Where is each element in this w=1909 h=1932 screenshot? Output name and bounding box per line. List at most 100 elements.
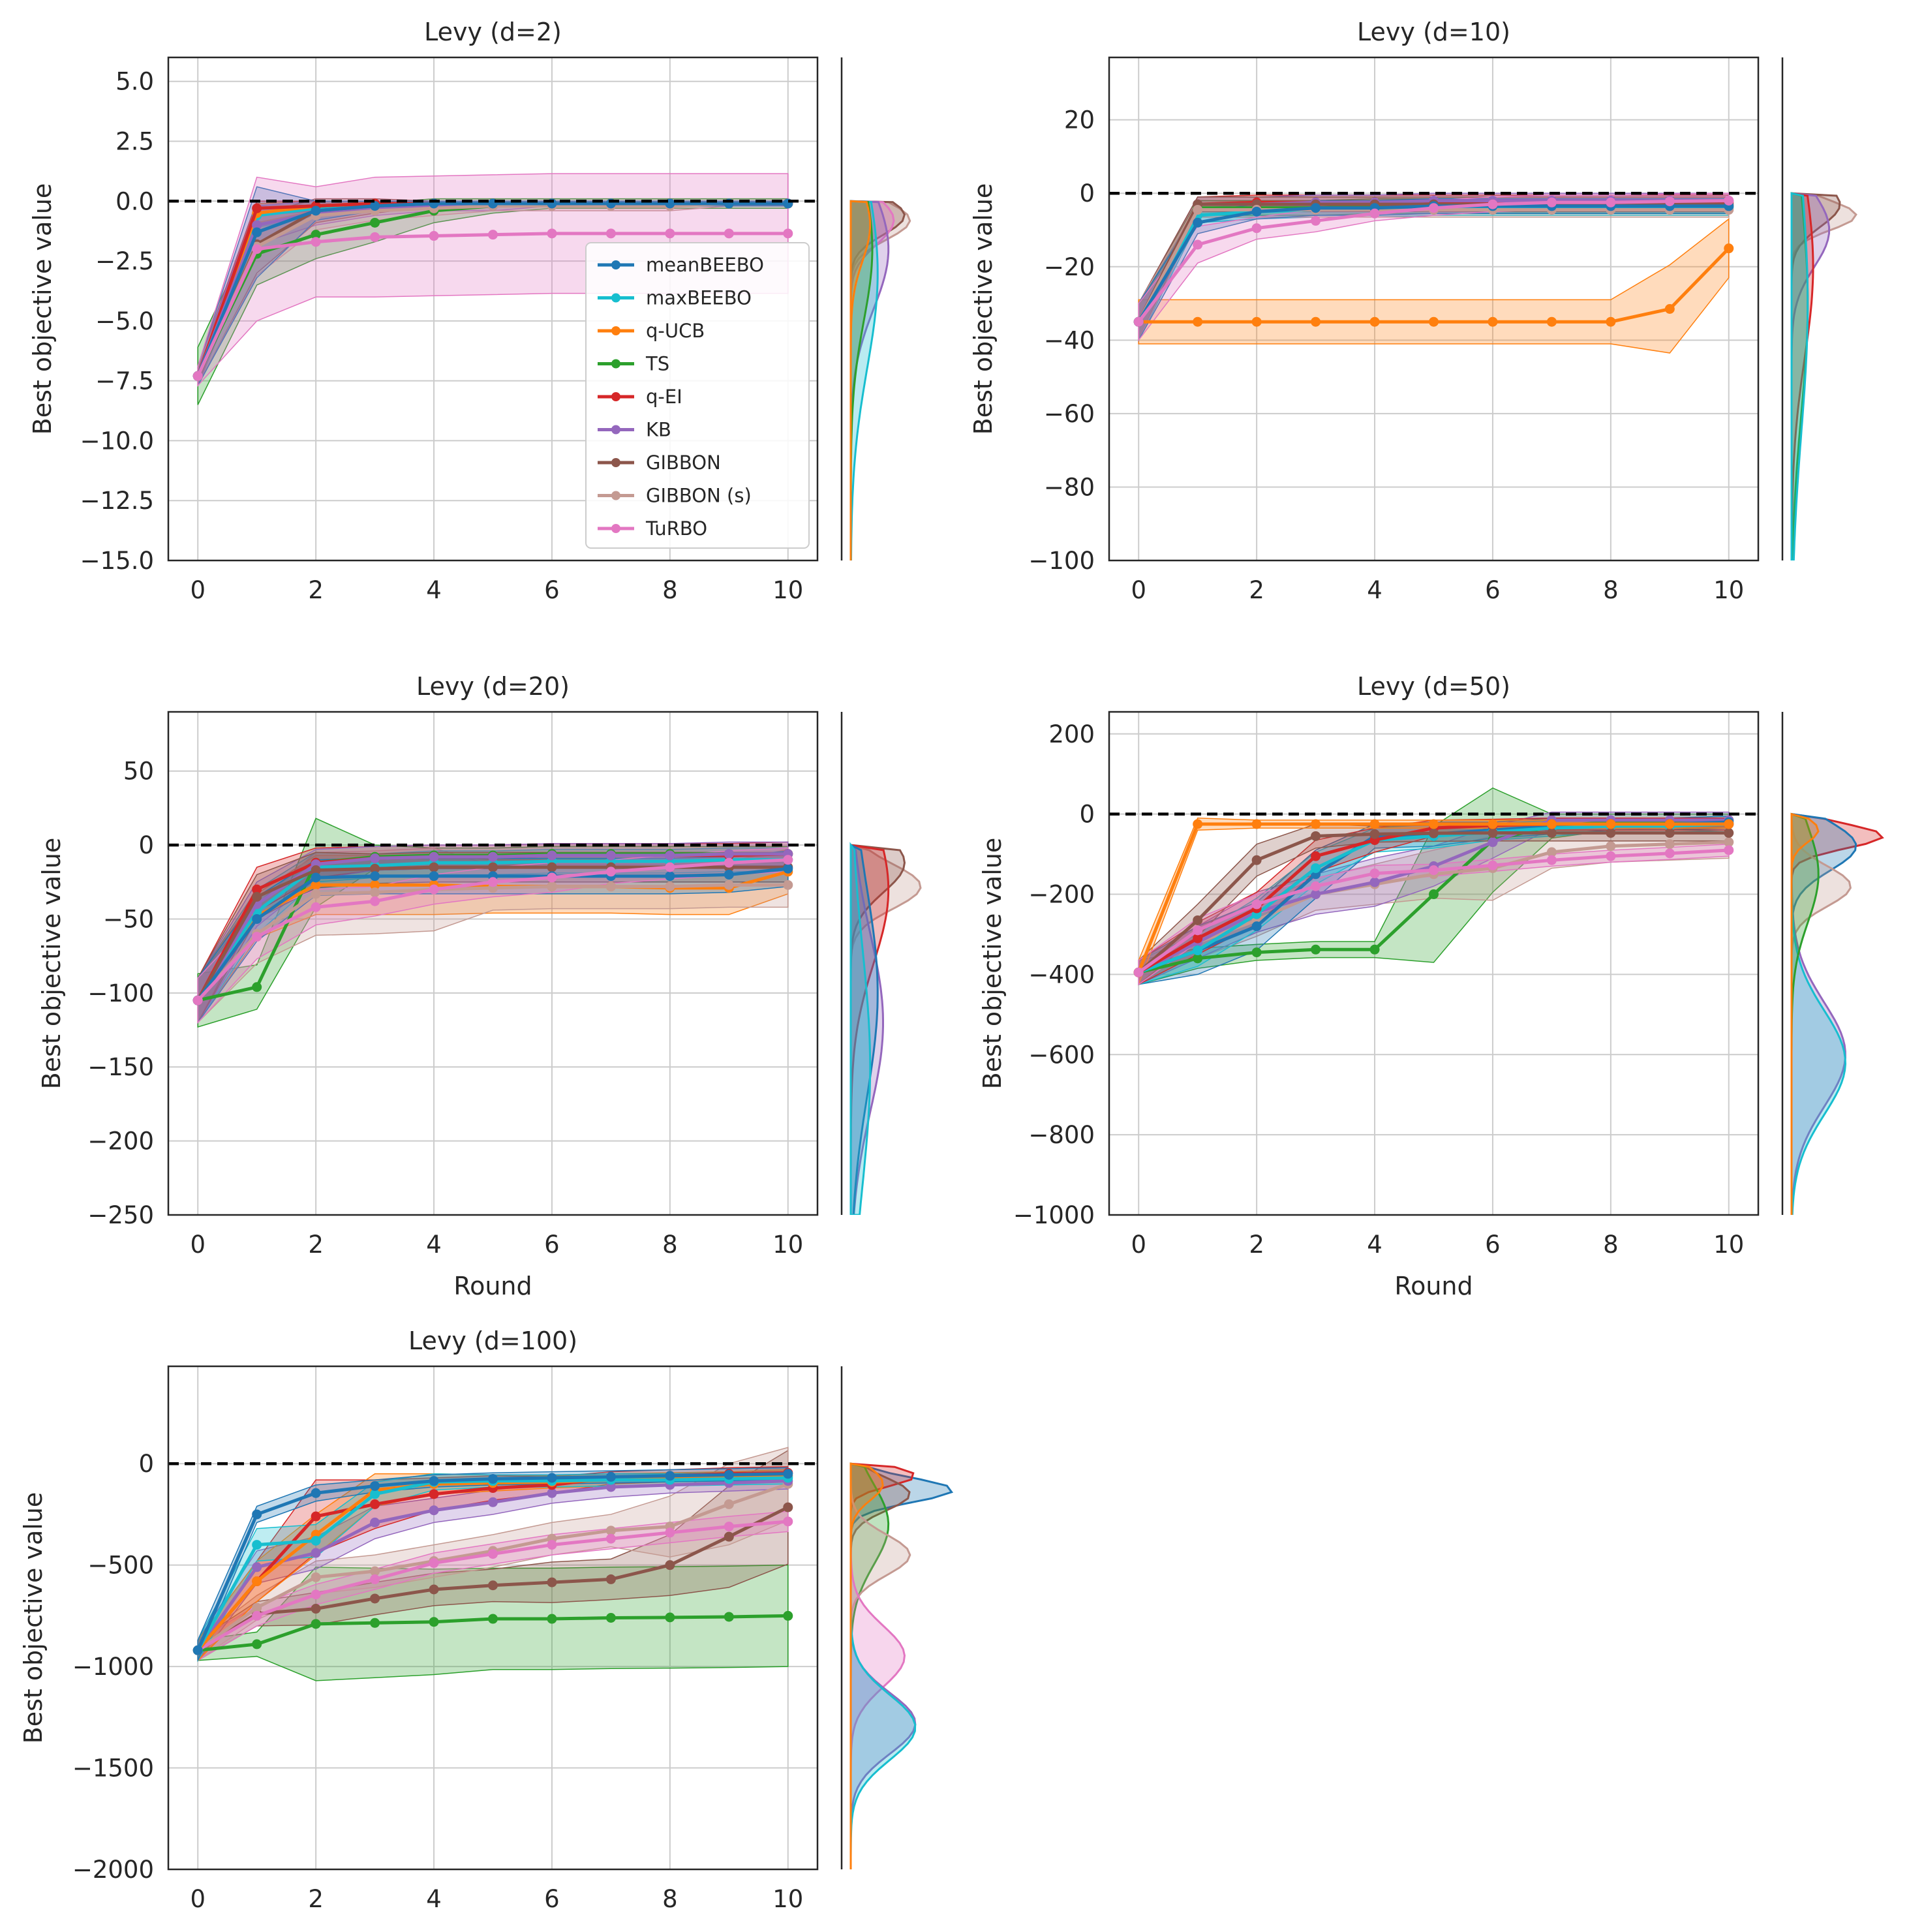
y-tick-label: −600 [1028,1041,1095,1069]
x-tick-label: 8 [1603,1231,1619,1259]
data-point [252,244,262,254]
data-point [252,1610,262,1621]
y-tick-label: −100 [87,979,154,1007]
data-point [370,887,380,898]
subplot-title: Levy (d=100) [408,1326,577,1355]
x-tick-label: 8 [1603,576,1619,604]
data-point [724,1469,734,1480]
data-point [1369,819,1380,829]
data-point [1429,316,1439,327]
data-point [1311,215,1321,226]
data-point [1193,316,1203,327]
data-point [724,880,734,890]
y-tick-label: −1500 [72,1755,154,1783]
data-point [252,227,262,238]
legend-entry: TS [598,353,669,375]
x-tick-label: 0 [1131,576,1146,604]
data-point [1193,953,1203,964]
legend-marker [611,260,620,269]
plot-area [1109,787,1758,986]
data-point [252,220,262,230]
x-axis-label: Round [1394,1272,1473,1300]
y-axis-label: Best objective value [28,183,57,435]
x-tick-label: 4 [1367,576,1382,604]
marginal-distribution [840,1366,954,1869]
data-point [783,1469,793,1479]
data-point [429,1584,439,1595]
data-point [724,869,734,880]
data-point [1429,828,1439,838]
y-tick-label: −1000 [72,1653,154,1681]
data-point [370,871,380,882]
data-point [665,850,675,861]
data-point [1133,967,1144,977]
data-point [1311,831,1321,841]
marginal-distribution [840,57,911,560]
band-q-ucb [1138,218,1730,354]
y-tick-label: −50 [103,905,154,933]
data-point [605,850,616,861]
data-point [252,884,262,895]
x-tick-label: 8 [662,1231,678,1259]
axes-frame [167,1365,819,1871]
data-point [1724,195,1734,206]
data-point [1311,203,1321,213]
data-point [252,932,262,942]
x-tick-label: 6 [544,576,560,604]
subplot-2: 0 2 4 6 8 10 20 0 −20 −40 −60 −80 −100 Levy (d=10) Bes… [969,18,1857,604]
data-point [1251,921,1262,932]
data-point [488,862,498,872]
data-point [1251,899,1262,910]
marginal-distribution [1781,57,1857,560]
data-point [1429,203,1439,213]
data-point [1724,243,1734,254]
y-tick-label: −200 [1028,881,1095,909]
y-tick-label: −10.0 [80,427,154,455]
data-point [605,1574,616,1584]
plot-area [168,818,817,1028]
axes-frame [167,56,819,562]
data-point [488,1497,498,1507]
y-tick-label: 50 [123,758,154,786]
y-tick-label: 2.5 [115,128,154,156]
data-point [1311,819,1321,829]
x-tick-label: 6 [1485,576,1501,604]
data-point [252,1509,262,1520]
data-point [1664,828,1675,838]
data-point [605,1613,616,1623]
data-point [252,203,262,213]
subplot-title: Levy (d=2) [424,18,562,46]
data-point [1724,828,1734,838]
y-tick-label: −20 [1044,253,1095,281]
data-point [547,1614,557,1624]
y-tick-label: −200 [87,1127,154,1156]
density-meanbeebo [849,843,879,1215]
plot-area [168,173,817,405]
x-tick-label: 0 [1131,1231,1146,1259]
data-point [605,1471,616,1482]
data-point [370,1517,380,1527]
data-point [665,1560,675,1571]
y-tick-label: −2.5 [95,247,154,275]
x-tick-label: 2 [1249,1231,1264,1259]
data-point [1546,828,1557,838]
data-point [1193,205,1203,215]
data-point [665,1527,675,1538]
x-tick-label: 4 [1367,1231,1382,1259]
y-tick-label: −400 [1028,960,1095,989]
x-tick-label: 2 [308,1231,324,1259]
y-tick-label: −500 [87,1552,154,1580]
density-q-ucb [849,1462,884,1869]
data-point [724,1531,734,1542]
data-point [1488,837,1498,848]
legend-label: q-UCB [646,320,705,342]
data-point [1488,828,1498,838]
data-point [429,871,439,882]
x-tick-label: 10 [1713,1231,1744,1259]
data-point [311,902,321,912]
y-tick-label: −150 [87,1053,154,1081]
x-tick-label: 6 [1485,1231,1501,1259]
data-point [1193,915,1203,925]
data-point [1133,316,1144,327]
data-point [370,880,380,890]
